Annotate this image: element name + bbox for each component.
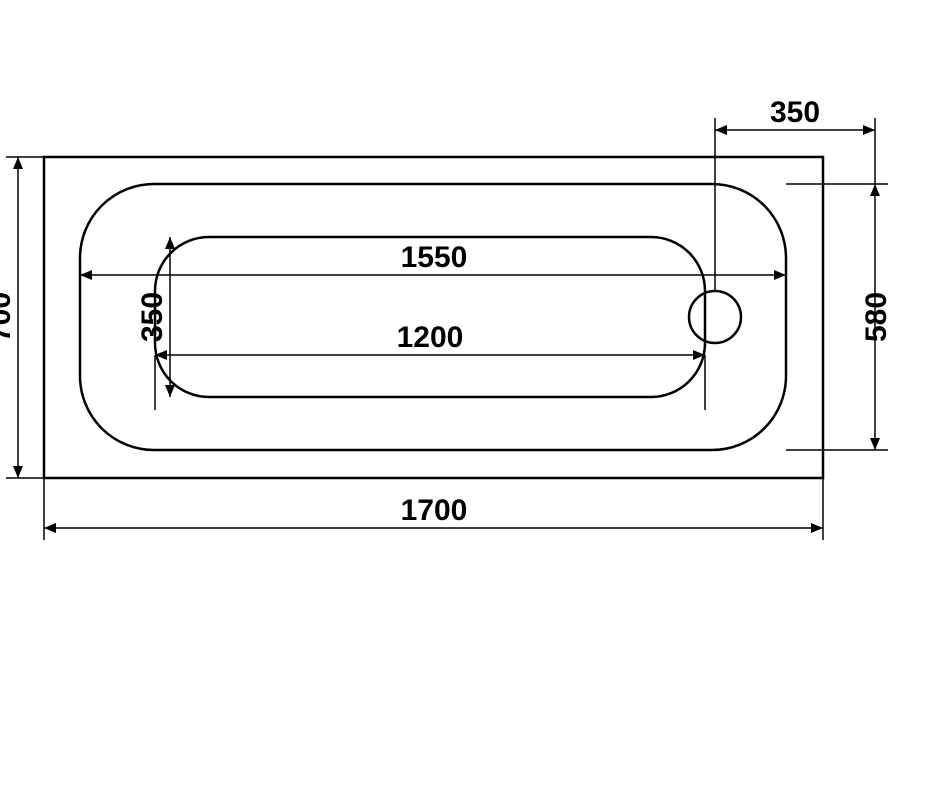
- dim-350-top: 350: [715, 96, 875, 291]
- dim-350-top-label: 350: [770, 96, 820, 129]
- dim-700: 700: [0, 157, 44, 478]
- dim-1200-label: 1200: [397, 321, 464, 354]
- dim-700-label: 700: [0, 292, 17, 342]
- dim-580: 580: [786, 184, 893, 450]
- dim-350-inner-label: 350: [136, 292, 169, 342]
- dim-1550-label: 1550: [401, 241, 468, 274]
- dim-580-label: 580: [860, 292, 893, 342]
- dim-1700: 1700: [44, 478, 823, 540]
- drain-circle: [689, 291, 741, 343]
- outer-rounded-rect: [80, 184, 786, 450]
- dim-1700-label: 1700: [401, 494, 468, 527]
- technical-drawing: 1700 1550 1200 350 700: [0, 0, 931, 800]
